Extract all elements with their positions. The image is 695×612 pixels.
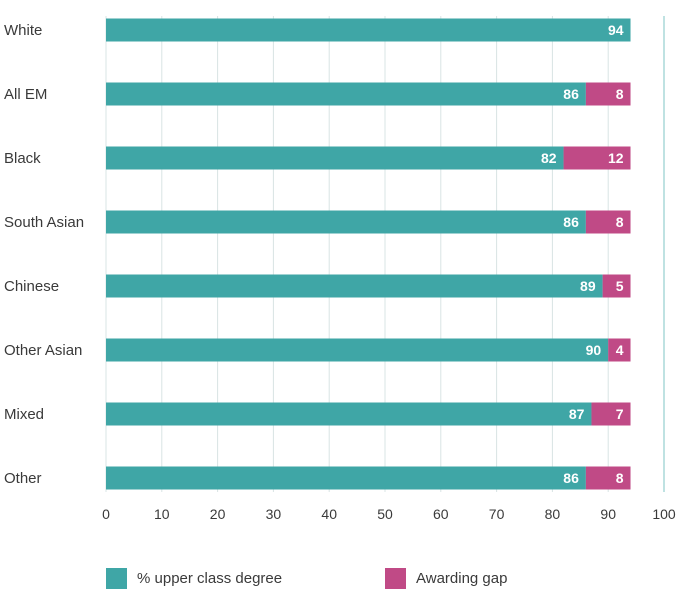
data-label-upper-class-chinese: 89 <box>580 278 596 294</box>
bars: 94 86 8 82 12 86 8 89 5 90 4 87 7 86 8 <box>106 18 631 490</box>
bar-awarding-gap-other-asian <box>608 338 631 362</box>
bar-awarding-gap-all-em <box>585 82 631 106</box>
legend-label-upper-class: % upper class degree <box>137 570 283 587</box>
data-label-awarding-gap-all-em: 8 <box>616 86 624 102</box>
x-tick-label-30: 30 <box>266 506 282 522</box>
bar-upper-class-other-asian <box>106 338 609 362</box>
data-label-awarding-gap-mixed: 7 <box>616 406 624 422</box>
x-tick-label-10: 10 <box>154 506 170 522</box>
x-tick-label-50: 50 <box>377 506 393 522</box>
x-tick-label-40: 40 <box>321 506 337 522</box>
category-label-south-asian: South Asian <box>4 214 84 231</box>
x-tick-label-70: 70 <box>489 506 505 522</box>
legend-swatch-awarding-gap <box>385 568 406 589</box>
data-label-upper-class-south-asian: 86 <box>563 214 579 230</box>
bar-upper-class-black <box>106 146 564 170</box>
x-tick-label-80: 80 <box>545 506 561 522</box>
bar-awarding-gap-mixed <box>591 402 631 426</box>
category-label-other-asian: Other Asian <box>4 342 82 359</box>
bar-upper-class-mixed <box>106 402 592 426</box>
bar-upper-class-all-em <box>106 82 586 106</box>
legend-label-awarding-gap: Awarding gap <box>416 570 508 587</box>
x-tick-label-0: 0 <box>102 506 110 522</box>
category-label-other: Other <box>4 470 42 487</box>
category-label-all-em: All EM <box>4 86 47 103</box>
x-tick-label-100: 100 <box>652 506 676 522</box>
bar-awarding-gap-other <box>585 466 631 490</box>
legend-item-awarding-gap: Awarding gap <box>385 568 507 589</box>
category-label-chinese: Chinese <box>4 278 59 295</box>
bar-upper-class-south-asian <box>106 210 586 234</box>
category-label-mixed: Mixed <box>4 406 44 423</box>
data-label-awarding-gap-south-asian: 8 <box>616 214 624 230</box>
x-tick-label-20: 20 <box>210 506 226 522</box>
data-label-awarding-gap-black: 12 <box>608 150 624 166</box>
data-label-upper-class-other: 86 <box>563 470 579 486</box>
stacked-bar-chart: 94 86 8 82 12 86 8 89 5 90 4 87 7 86 8 White All EM Blac… <box>4 16 676 522</box>
data-label-upper-class-white: 94 <box>608 22 624 38</box>
bar-upper-class-other <box>106 466 586 490</box>
bar-awarding-gap-south-asian <box>585 210 631 234</box>
data-label-upper-class-black: 82 <box>541 150 557 166</box>
data-label-upper-class-mixed: 87 <box>569 406 585 422</box>
x-tick-label-60: 60 <box>433 506 449 522</box>
legend-item-upper-class: % upper class degree <box>106 568 282 589</box>
category-label-black: Black <box>4 150 41 167</box>
data-label-awarding-gap-other: 8 <box>616 470 624 486</box>
x-tick-label-90: 90 <box>600 506 616 522</box>
bar-upper-class-white <box>106 18 631 42</box>
bar-awarding-gap-black <box>563 146 631 170</box>
data-label-upper-class-all-em: 86 <box>563 86 579 102</box>
bar-upper-class-chinese <box>106 274 603 298</box>
x-axis-ticks: 0 10 20 30 40 50 60 70 80 90 100 <box>102 506 676 522</box>
category-labels: White All EM Black South Asian Chinese Other … <box>4 22 84 487</box>
legend-swatch-upper-class <box>106 568 127 589</box>
data-label-awarding-gap-other-asian: 4 <box>616 342 624 358</box>
data-label-awarding-gap-chinese: 5 <box>616 278 624 294</box>
category-label-white: White <box>4 22 42 39</box>
data-label-upper-class-other-asian: 90 <box>586 342 602 358</box>
bar-awarding-gap-chinese <box>602 274 631 298</box>
